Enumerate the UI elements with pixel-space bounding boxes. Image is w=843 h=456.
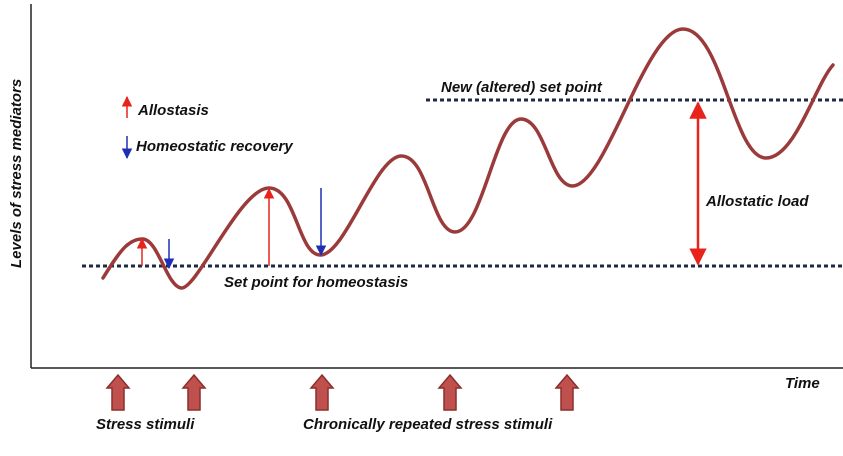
stress-stimuli-label: Stress stimuli: [96, 416, 195, 433]
legend-recovery-label: Homeostatic recovery: [136, 138, 293, 155]
stimulus-arrow-icon: [554, 373, 580, 411]
allostatic-load-label: Allostatic load: [705, 193, 809, 210]
y-axis-label: Levels of stress mediators: [8, 79, 25, 268]
stimulus-arrow-icon: [437, 373, 463, 411]
repeated-stimuli-label: Chronically repeated stress stimuli: [303, 416, 553, 433]
stimulus-arrow-icon: [105, 373, 131, 411]
stimulus-arrow-icon: [309, 373, 335, 411]
stimulus-arrow-icon: [181, 373, 207, 411]
new-setpoint-label: New (altered) set point: [441, 79, 603, 96]
setpoint-label: Set point for homeostasis: [224, 274, 408, 291]
stimulus-arrows: [105, 373, 580, 411]
x-axis-label: Time: [785, 375, 820, 392]
legend-allostasis-label: Allostasis: [137, 102, 209, 119]
stress-mediator-curve: [101, 27, 835, 290]
